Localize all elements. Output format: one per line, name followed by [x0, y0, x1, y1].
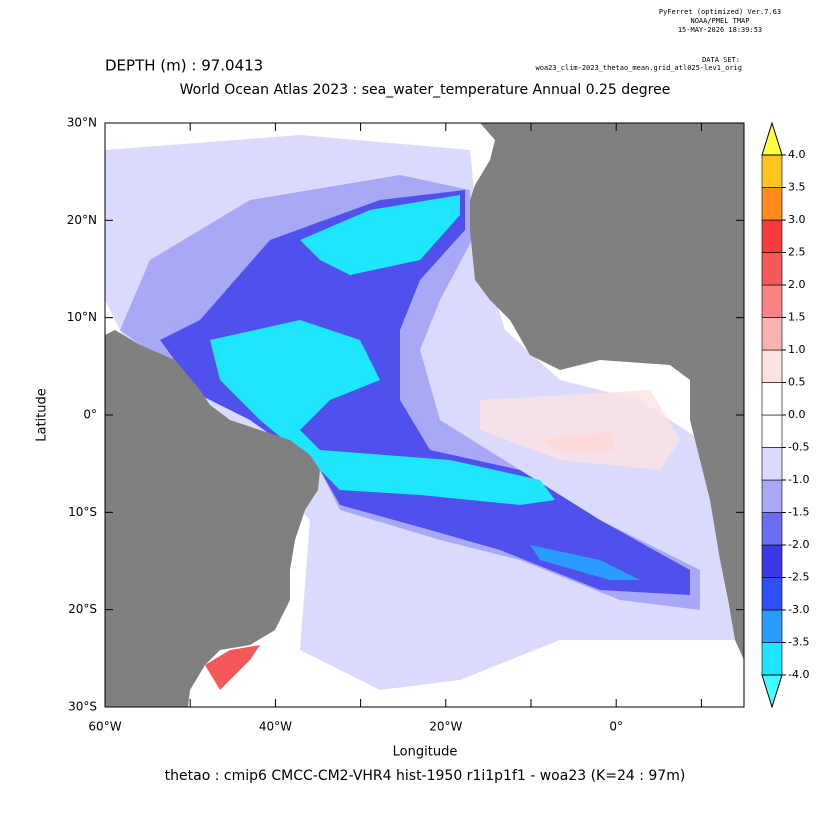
colorbar-label: 0.0: [788, 408, 806, 421]
land-south-america: [105, 330, 320, 707]
field-core-2: [300, 195, 460, 275]
colorbar-label: -4.0: [788, 668, 809, 681]
colorbar: -4.0 -3.5 -3.0 -2.5 -2.0 -1.5 -1.0 -0.5 0.0 0.5 1.…: [761, 121, 809, 709]
field-core-3: [530, 545, 640, 580]
y-tick-label: 20°N: [67, 213, 97, 227]
colorbar-label: 0.5: [788, 376, 806, 389]
y-tick-label: 30°N: [67, 116, 97, 130]
colorbar-band: [761, 349, 783, 383]
colorbar-band: [761, 219, 783, 253]
axes: 60°W 40°W 20°W 0° 30°N 20°N 10°N 0° 10°S 20°S 30°S: [67, 116, 744, 734]
x-tick-label: 40°W: [259, 720, 292, 734]
colorbar-band: [761, 512, 783, 546]
colorbar-band: [761, 609, 783, 643]
colorbar-label: 3.5: [788, 181, 806, 194]
colorbar-band: [761, 284, 783, 318]
colorbar-label: -2.5: [788, 571, 809, 584]
colorbar-label: 1.0: [788, 343, 806, 356]
y-tick-label: 10°S: [68, 505, 97, 519]
y-tick-label: 0°: [83, 408, 97, 422]
colorbar-under: [761, 674, 783, 709]
y-tick-label: 10°N: [67, 310, 97, 324]
colorbar-band: [761, 317, 783, 351]
colorbar-label: -2.0: [788, 538, 809, 551]
field-core-1: [210, 320, 555, 505]
x-tick-label: 60°W: [88, 720, 121, 734]
dataset: woa23_clim-2023_thetao_mean.grid_atl025-…: [535, 64, 742, 72]
y-tick-label: 20°S: [68, 602, 97, 616]
colorbar-band: [761, 187, 783, 221]
colorbar-band: [761, 382, 783, 416]
dataset-label: DATA SET:: [702, 56, 740, 64]
colorbar-band: [761, 577, 783, 611]
colorbar-label: -1.0: [788, 473, 809, 486]
colorbar-band: [761, 447, 783, 481]
y-tick-label: 30°S: [68, 700, 97, 714]
colorbar-band: [761, 252, 783, 286]
x-axis-label: Longitude: [393, 745, 458, 760]
field: [104, 122, 745, 708]
colorbar-label: 2.0: [788, 278, 806, 291]
colorbar-label: -0.5: [788, 441, 809, 454]
x-tick-label: 0°: [609, 720, 623, 734]
colorbar-label: 1.5: [788, 311, 806, 324]
colorbar-label: 3.0: [788, 213, 806, 226]
colorbar-band: [761, 414, 783, 448]
colorbar-band: [761, 642, 783, 676]
software: PyFerret (optimized) Ver.7.63: [659, 8, 781, 16]
depth-label: DEPTH (m) : 97.0413: [105, 57, 263, 75]
colorbar-label: 2.5: [788, 246, 806, 259]
field-warm-3: [205, 645, 260, 690]
org: NOAA/PMEL TMAP: [690, 17, 749, 25]
colorbar-band: [761, 544, 783, 578]
colorbar-label: -3.5: [788, 636, 809, 649]
field-cool-3: [160, 190, 690, 595]
land-africa: [470, 123, 744, 660]
colorbar-band: [761, 154, 783, 188]
colorbar-over: [761, 121, 783, 156]
colorbar-label: -1.5: [788, 506, 809, 519]
timestamp: 15-MAY-2026 18:39:53: [678, 26, 762, 34]
colorbar-band: [761, 479, 783, 513]
caption: thetao : cmip6 CMCC-CM2-VHR4 hist-1950 r…: [165, 768, 686, 784]
y-axis-label: Latitude: [35, 388, 50, 442]
colorbar-label: -3.0: [788, 603, 809, 616]
x-tick-label: 20°W: [429, 720, 462, 734]
colorbar-label: 4.0: [788, 148, 806, 161]
field-warm-2: [480, 390, 680, 470]
title: World Ocean Atlas 2023 : sea_water_tempe…: [180, 82, 671, 98]
